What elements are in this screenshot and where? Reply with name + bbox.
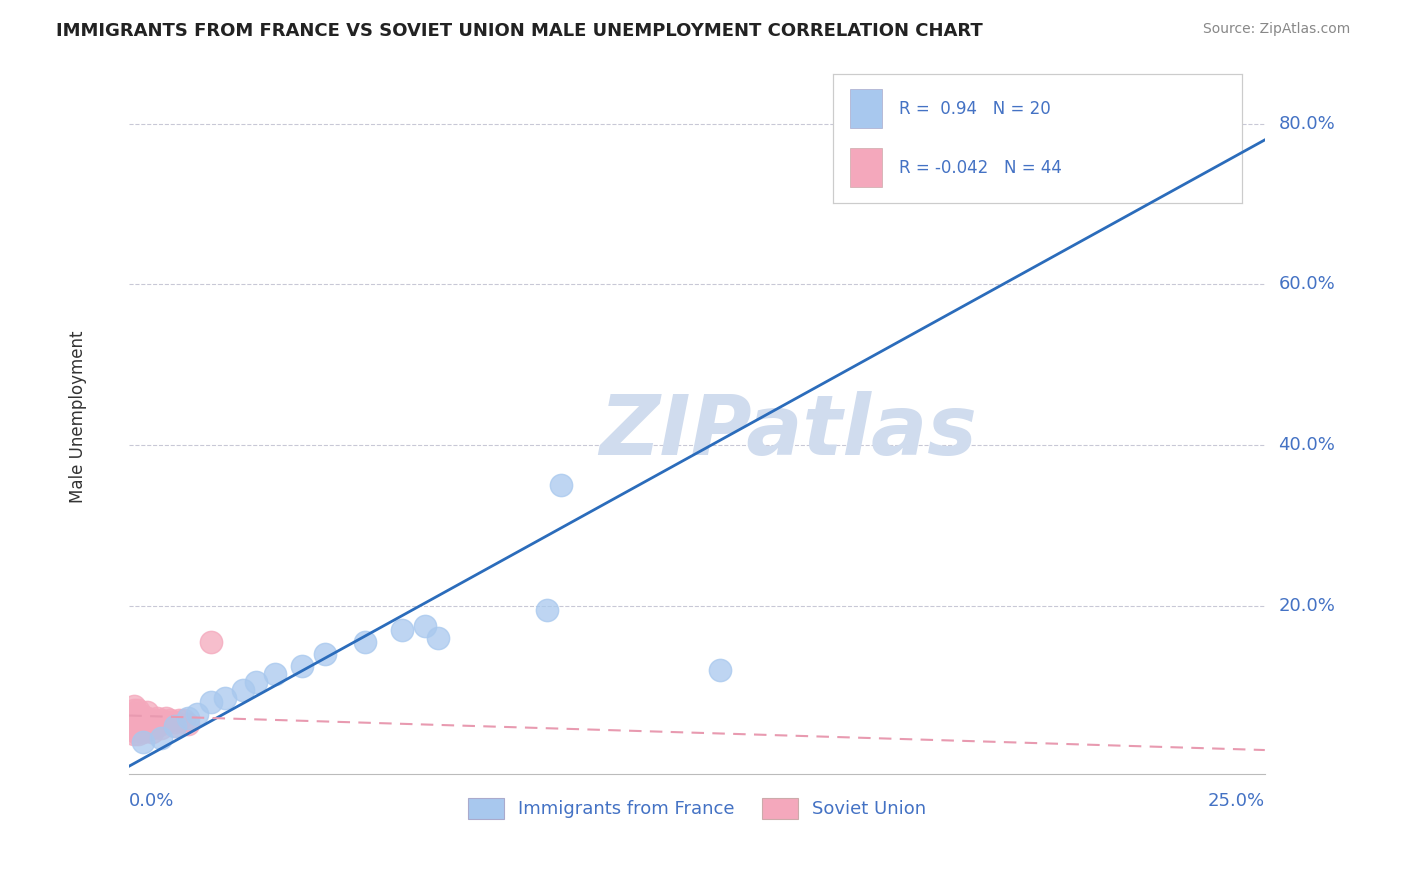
Point (122, 723, 145, 737)
Point (163, 719, 186, 733)
Point (1108, 133, 1130, 147)
Text: 0.0%: 0.0% (129, 792, 174, 810)
Point (709, 663, 731, 677)
Text: ZIPatlas: ZIPatlas (599, 391, 977, 472)
Point (200, 695, 222, 709)
Point (150, 716, 173, 731)
Point (159, 713, 181, 727)
Point (177, 716, 200, 731)
Text: Male Unemployment: Male Unemployment (69, 331, 87, 503)
Point (141, 713, 163, 727)
Point (550, 478, 572, 492)
Point (136, 705, 159, 719)
Point (245, 674, 267, 689)
Point (186, 706, 208, 721)
Text: 20.0%: 20.0% (1278, 597, 1336, 615)
Point (132, 721, 155, 735)
Point (291, 658, 314, 673)
Point (177, 711, 200, 725)
Point (122, 714, 145, 729)
Point (132, 716, 155, 731)
Point (127, 706, 149, 721)
Point (155, 714, 177, 729)
Point (163, 714, 186, 729)
Point (145, 711, 167, 725)
Point (132, 708, 155, 723)
Text: 80.0%: 80.0% (1278, 115, 1336, 133)
Point (136, 714, 159, 729)
Text: 25.0%: 25.0% (1208, 792, 1265, 810)
Point (127, 711, 149, 725)
Point (122, 711, 145, 725)
Point (536, 602, 558, 616)
Point (141, 724, 163, 739)
Point (167, 713, 190, 727)
Point (354, 634, 377, 648)
Point (122, 698, 145, 713)
Point (122, 706, 145, 721)
Point (122, 703, 145, 717)
Point (132, 724, 155, 739)
Point (173, 713, 195, 727)
Point (122, 719, 145, 733)
Point (127, 727, 149, 741)
Point (122, 727, 145, 741)
Point (391, 623, 413, 637)
Point (132, 735, 155, 749)
Text: IMMIGRANTS FROM FRANCE VS SOVIET UNION MALE UNEMPLOYMENT CORRELATION CHART: IMMIGRANTS FROM FRANCE VS SOVIET UNION M… (56, 22, 983, 40)
Point (136, 711, 159, 725)
Legend: Immigrants from France, Soviet Union: Immigrants from France, Soviet Union (460, 790, 934, 826)
Point (127, 723, 149, 737)
Text: Source: ZipAtlas.com: Source: ZipAtlas.com (1202, 22, 1350, 37)
Point (127, 714, 149, 729)
Text: 60.0%: 60.0% (1278, 276, 1336, 293)
Point (214, 690, 236, 705)
Point (141, 716, 163, 731)
Point (127, 703, 149, 717)
Point (136, 719, 159, 733)
Point (127, 719, 149, 733)
Point (136, 723, 159, 737)
Point (232, 682, 254, 697)
Point (150, 713, 173, 727)
Text: 40.0%: 40.0% (1278, 436, 1336, 454)
Point (150, 721, 173, 735)
Point (314, 647, 336, 661)
Point (132, 713, 155, 727)
Point (155, 711, 177, 725)
Point (145, 714, 167, 729)
Point (163, 719, 186, 733)
Point (145, 719, 167, 733)
Point (427, 631, 450, 645)
Point (150, 731, 173, 745)
Point (263, 666, 285, 681)
Point (413, 618, 436, 632)
Point (200, 634, 222, 648)
Point (141, 721, 163, 735)
